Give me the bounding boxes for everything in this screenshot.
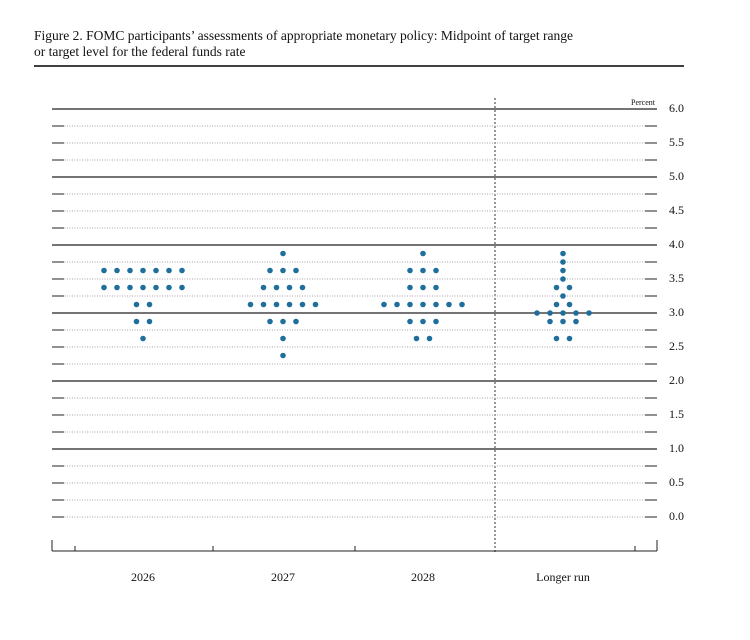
dot [573, 318, 579, 325]
dot [299, 284, 306, 291]
dot [114, 267, 120, 274]
dot [560, 259, 566, 265]
y-tick-label: 5.0 [669, 169, 684, 183]
dot [573, 310, 579, 316]
dot [547, 318, 553, 325]
y-tick-label: 0.5 [669, 475, 684, 489]
y-tick-label: 2.5 [669, 339, 684, 353]
dot [153, 284, 159, 291]
dot [566, 284, 573, 291]
x-tick-label: Longer run [536, 570, 590, 584]
dot [566, 301, 573, 308]
x-tick-label: 2027 [271, 570, 295, 584]
dot [566, 335, 573, 342]
dot [286, 284, 293, 291]
dot [433, 301, 439, 308]
dot [179, 284, 185, 291]
dot [166, 284, 172, 291]
dot [273, 301, 280, 308]
x-tick-label: 2028 [411, 570, 435, 584]
dot [101, 284, 107, 291]
dot [446, 301, 452, 308]
dot [381, 301, 387, 308]
dot [127, 267, 133, 274]
y-tick-label: 0.0 [669, 509, 684, 523]
dot [560, 250, 566, 257]
dot [560, 276, 566, 282]
y-axis-label: Percent [631, 98, 656, 107]
dot [560, 293, 566, 299]
dot [586, 310, 592, 316]
dot [420, 318, 426, 325]
dot [413, 335, 420, 342]
dot [553, 301, 560, 308]
dot [101, 267, 107, 274]
dot [407, 318, 413, 325]
dot [166, 267, 172, 274]
dot [407, 284, 413, 291]
dot [140, 335, 146, 342]
dot [247, 301, 254, 308]
dot [133, 301, 140, 308]
dot [140, 267, 146, 274]
dot [146, 301, 153, 308]
dot [293, 318, 299, 325]
dot [140, 284, 146, 291]
dot [299, 301, 306, 308]
dot [280, 335, 286, 342]
y-tick-label: 6.0 [669, 101, 684, 115]
dot [280, 250, 286, 257]
dot [407, 267, 413, 274]
y-tick-label: 1.5 [669, 407, 684, 421]
dot [114, 284, 120, 291]
dot [553, 335, 560, 342]
dot [127, 284, 133, 291]
y-tick-label: 4.0 [669, 237, 684, 251]
dot [280, 352, 286, 359]
dot [179, 267, 185, 274]
dot [293, 267, 299, 274]
dot [133, 318, 140, 325]
dot [267, 318, 273, 325]
dot [312, 301, 319, 308]
dot [560, 310, 566, 316]
dot [560, 318, 566, 325]
dot [280, 267, 286, 274]
dot [420, 267, 426, 274]
dot [433, 318, 439, 325]
dot [153, 267, 159, 274]
dot [420, 301, 426, 308]
dot [267, 267, 273, 274]
dot [280, 318, 286, 325]
dot [407, 301, 413, 308]
dot [547, 310, 553, 316]
y-tick-label: 3.0 [669, 305, 684, 319]
dot [560, 267, 566, 274]
dot [260, 284, 267, 291]
dot [459, 301, 465, 308]
y-tick-label: 2.0 [669, 373, 684, 387]
y-tick-label: 3.5 [669, 271, 684, 285]
dot [426, 335, 433, 342]
chart-title: Figure 2. FOMC participants’ assessments… [34, 28, 573, 43]
dot [420, 250, 426, 257]
dot [553, 284, 560, 291]
y-tick-label: 4.5 [669, 203, 684, 217]
chart-title: or target level for the federal funds ra… [34, 44, 246, 59]
x-tick-label: 2026 [131, 570, 155, 584]
dot [146, 318, 153, 325]
dot [420, 284, 426, 291]
dot [260, 301, 267, 308]
y-tick-label: 5.5 [669, 135, 684, 149]
dot [394, 301, 400, 308]
dot [433, 267, 439, 274]
y-tick-label: 1.0 [669, 441, 684, 455]
dot [433, 284, 439, 291]
dot [534, 310, 540, 316]
x-axis [51, 540, 658, 552]
dot [273, 284, 280, 291]
dot [286, 301, 293, 308]
